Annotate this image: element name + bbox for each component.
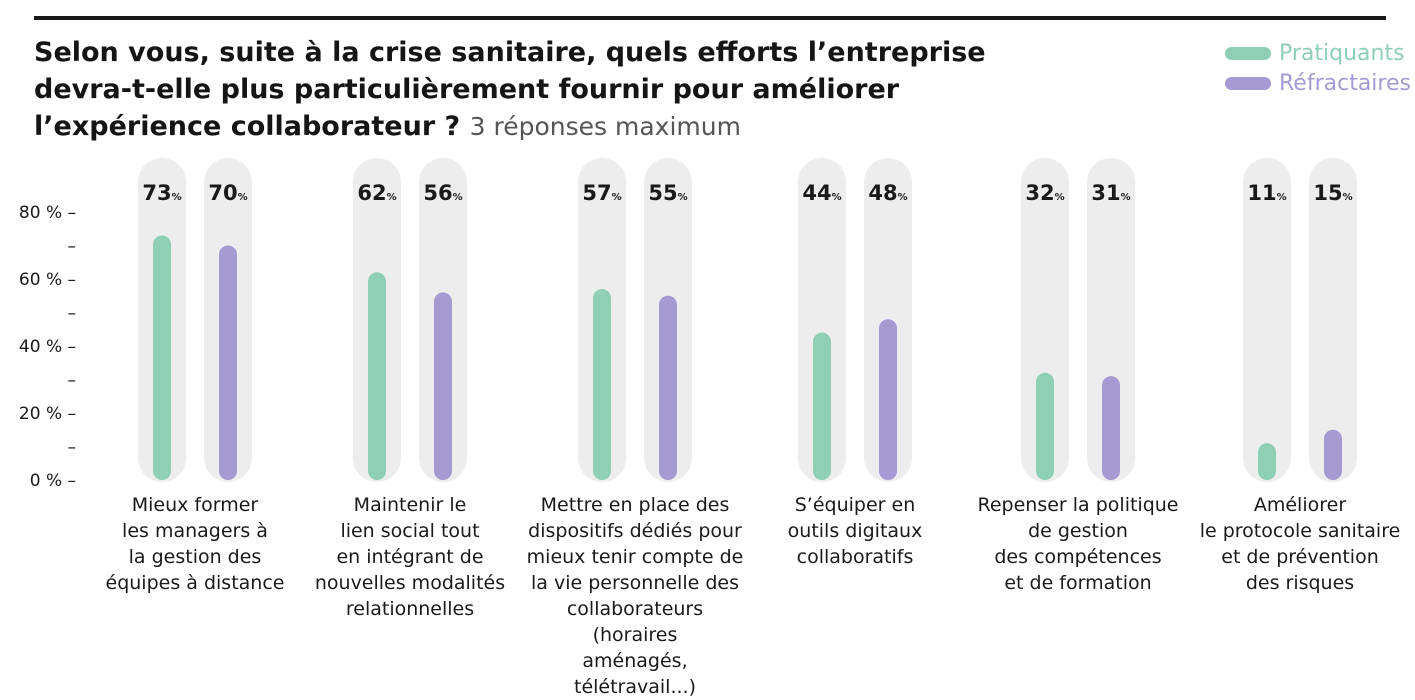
category-label: S’équiper en outils digitaux collaboratifs xyxy=(745,492,965,570)
y-tick-label: – xyxy=(68,304,77,324)
category-label-line: et de prévention xyxy=(1221,546,1379,568)
category-label: Repenser la politique de gestion des compé… xyxy=(968,492,1188,596)
bar-pratiquants xyxy=(153,235,171,480)
value-labels: 73% 62% 57% 44% 32% 11%70% 56% 55% 48% 31% 15% xyxy=(142,181,1352,205)
y-tick-label: – xyxy=(68,371,77,391)
y-axis: 0 % – – 20 % – – 40 % – – 60 % – – 80 % – xyxy=(19,203,76,491)
legend: Pratiquants Réfractaires xyxy=(1225,38,1415,98)
category-label-line: collaboratifs xyxy=(796,546,914,568)
category-label-line: de gestion xyxy=(1028,520,1128,542)
bars xyxy=(153,235,1342,480)
bar-pratiquants xyxy=(1036,372,1054,480)
category-label-line: les managers à xyxy=(122,520,268,542)
category-label-line: aménagés, télétravail...) xyxy=(574,650,696,698)
bar-track-pratiquants xyxy=(798,158,846,482)
y-tick-label: 20 % – xyxy=(19,404,76,424)
bar-track-refractaires xyxy=(1309,158,1357,482)
bar-pratiquants xyxy=(813,332,831,480)
category-label-line: Améliorer xyxy=(1253,494,1347,516)
category-label-line: des compétences xyxy=(994,546,1162,568)
legend-label-refractaires: Réfractaires xyxy=(1279,70,1411,96)
category-label-line: Mieux former xyxy=(131,494,259,516)
bar-pratiquants xyxy=(368,272,386,480)
category-label-line: la vie personnelle des xyxy=(530,572,739,594)
bar-pratiquants xyxy=(593,289,611,480)
chart-subtitle: 3 réponses maximum xyxy=(469,112,741,141)
category-label-line: le protocole sanitaire xyxy=(1199,520,1401,542)
bar-chart: 0 % – – 20 % – – 40 % – – 60 % – – 80 % – 73% 62%… xyxy=(19,158,1357,491)
category-label-line: et de formation xyxy=(1004,572,1152,594)
y-tick-label: – xyxy=(68,438,77,458)
category-label-line: en intégrant de xyxy=(336,546,484,568)
category-label-line: Repenser la politique xyxy=(977,494,1179,516)
chart-title: Selon vous, suite à la crise sanitaire, … xyxy=(34,34,1034,145)
category-label: Maintenir le lien social tout en intégrant… xyxy=(300,492,520,622)
value-label-pratiquants: 57% xyxy=(582,181,621,205)
legend-swatch-pratiquants xyxy=(1225,46,1271,60)
legend-swatch-refractaires xyxy=(1225,76,1271,90)
legend-label-pratiquants: Pratiquants xyxy=(1279,40,1405,66)
category-label: Mieux former les managers à la gestion des… xyxy=(85,492,305,596)
category-label-line: la gestion des xyxy=(128,546,262,568)
legend-item-refractaires: Réfractaires xyxy=(1225,68,1415,98)
bar-track-pratiquants xyxy=(1243,158,1291,482)
category-label-line: outils digitaux xyxy=(787,520,923,542)
category-label-line: mieux tenir compte de xyxy=(526,546,744,568)
bar-refractaires xyxy=(1324,429,1342,480)
bar-track-refractaires xyxy=(1087,158,1135,482)
bar-track-pratiquants xyxy=(1021,158,1069,482)
bar-refractaires xyxy=(879,319,897,480)
y-tick-label: 60 % – xyxy=(19,270,76,290)
category-label-line: relationnelles xyxy=(345,598,475,620)
bar-tracks xyxy=(138,158,1357,482)
bar-refractaires xyxy=(219,245,237,480)
category-label-line: Maintenir le xyxy=(353,494,467,516)
bar-refractaires xyxy=(659,295,677,480)
bar-pratiquants xyxy=(1258,443,1276,480)
category-label: Mettre en place des dispositifs dédiés po… xyxy=(525,492,745,700)
category-label-line: collaborateurs (horaires xyxy=(566,598,704,646)
category-label-line: S’équiper en xyxy=(794,494,916,516)
category-label-line: Mettre en place des xyxy=(540,494,730,516)
top-rule xyxy=(34,16,1386,20)
category-label-line: équipes à distance xyxy=(105,572,285,594)
category-label-line: des risques xyxy=(1245,572,1355,594)
category-label-line: dispositifs dédiés pour xyxy=(528,520,742,542)
y-tick-label: 80 % – xyxy=(19,203,76,223)
y-tick-label: – xyxy=(68,237,77,257)
bar-refractaires xyxy=(434,292,452,480)
chart-title-text: Selon vous, suite à la crise sanitaire, … xyxy=(34,37,986,142)
category-label-line: nouvelles modalités xyxy=(314,572,506,594)
category-label: Améliorer le protocole sanitaire et de pré… xyxy=(1190,492,1410,596)
y-tick-label: 0 % – xyxy=(30,471,76,491)
category-label-line: lien social tout xyxy=(340,520,480,542)
y-tick-label: 40 % – xyxy=(19,337,76,357)
legend-item-pratiquants: Pratiquants xyxy=(1225,38,1415,68)
bar-refractaires xyxy=(1102,376,1120,480)
